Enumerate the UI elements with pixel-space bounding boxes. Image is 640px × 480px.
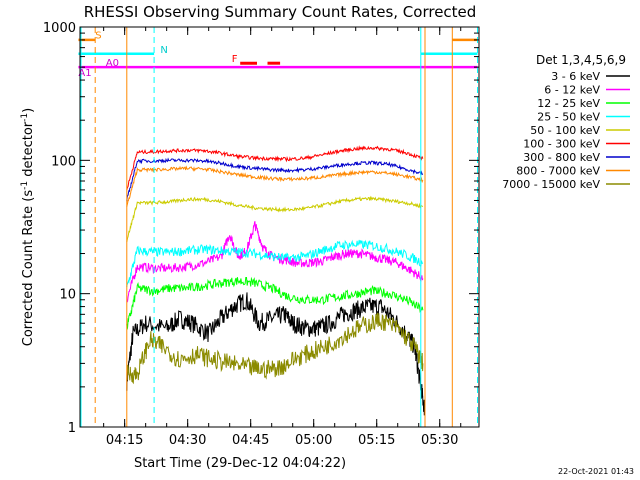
- y-tick-label: 1000: [43, 21, 76, 36]
- x-tick-label: 05:00: [295, 433, 332, 448]
- x-tick-label: 05:15: [358, 433, 395, 448]
- x-tick-label: 04:45: [232, 433, 269, 448]
- legend-entry-label: 50 - 100 keV: [530, 124, 600, 137]
- axes-group: 04:15 04:30 04:45 05:00 05:15 05:30 1 10 100 1000: [43, 21, 479, 448]
- x-tick-label: 05:30: [421, 433, 458, 448]
- y-tick-label: 10: [59, 288, 76, 303]
- x-tick-label: 04:15: [106, 433, 143, 448]
- y-axis-label-sup1: -1: [20, 181, 30, 190]
- series-line: [126, 165, 424, 207]
- legend-entry-label: 12 - 25 keV: [537, 97, 600, 110]
- series-line: [126, 292, 426, 416]
- y-axis-label-sup2: -1: [20, 113, 30, 122]
- legend-entry-label: 300 - 800 keV: [523, 151, 600, 164]
- series-line: [126, 221, 424, 303]
- legend-entry-label: 6 - 12 keV: [544, 84, 600, 97]
- plot-series-group: [126, 145, 426, 416]
- legend-entry-label: 100 - 300 keV: [523, 138, 600, 151]
- legend-entry-label: 7000 - 15000 keV: [502, 178, 600, 191]
- series-line: [126, 157, 424, 202]
- series-line: [126, 276, 424, 330]
- annotation-label: F: [232, 54, 238, 65]
- chart-title: RHESSI Observing Summary Count Rates, Co…: [84, 3, 477, 21]
- y-tick-label: 100: [51, 154, 76, 169]
- state-bars-group: [78, 27, 478, 427]
- legend-title: Det 1,3,4,5,6,9: [536, 53, 626, 67]
- legend-entry-label: 800 - 7000 keV: [516, 165, 600, 178]
- x-tick-label: 04:30: [169, 433, 206, 448]
- y-tick-label: 1: [68, 421, 76, 436]
- annotation-label: A1: [78, 68, 91, 79]
- series-line: [126, 195, 424, 242]
- y-axis-label: Corrected Count Rate (s-1 detector-1): [20, 108, 36, 346]
- plot-frame: [79, 26, 480, 428]
- annotations-group: S N F A1 A0: [78, 31, 237, 79]
- timestamp: 22-Oct-2021 01:43: [558, 467, 634, 476]
- annotation-label: N: [160, 45, 167, 56]
- annotation-label: S: [95, 31, 101, 42]
- annotation-label: A0: [106, 58, 119, 69]
- y-axis-label-main: Corrected Count Rate (s: [21, 190, 36, 347]
- series-line: [126, 312, 424, 385]
- legend-entry-label: 3 - 6 keV: [551, 70, 600, 83]
- y-axis-label-mid: detector: [21, 121, 36, 181]
- series-line: [126, 145, 424, 191]
- legend-entry-label: 25 - 50 keV: [537, 111, 600, 124]
- y-axis-label-end: ): [21, 108, 36, 113]
- series-line: [126, 239, 424, 288]
- x-axis-label: Start Time (29-Dec-12 04:04:22): [134, 456, 346, 471]
